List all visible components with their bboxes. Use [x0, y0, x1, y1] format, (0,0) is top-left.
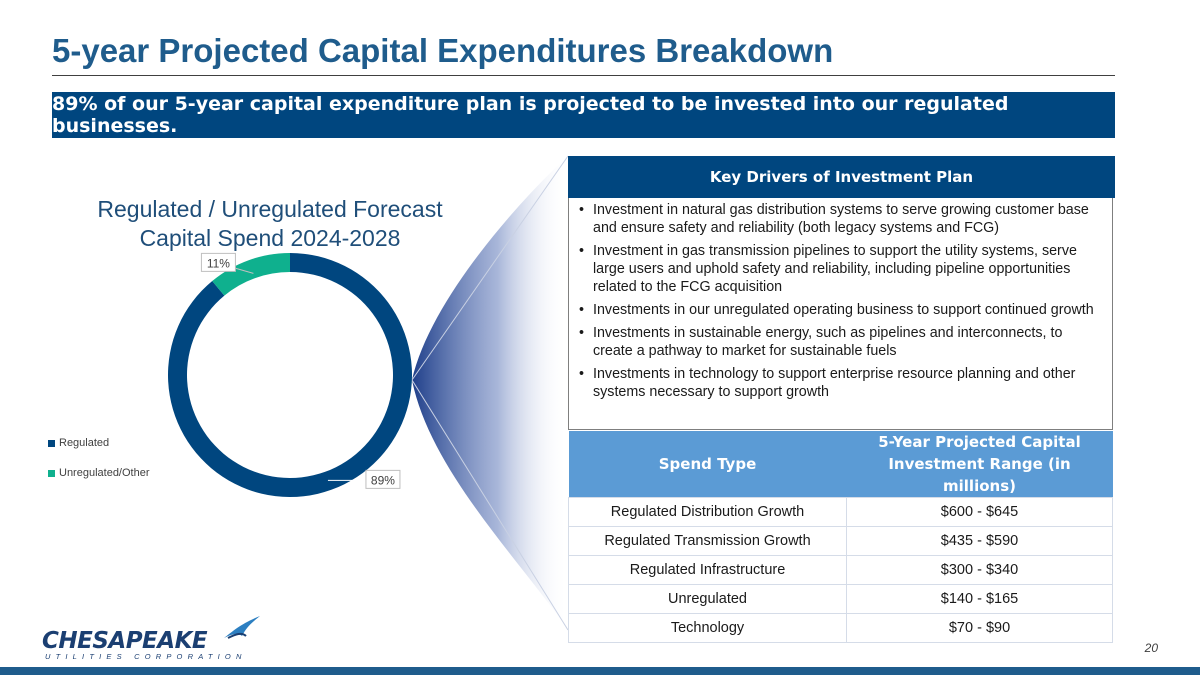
spend-type-cell: Regulated Infrastructure: [568, 555, 847, 585]
slice-unregulated: [212, 253, 290, 296]
spend-type-cell: Unregulated: [568, 584, 847, 614]
drivers-header: Key Drivers of Investment Plan: [568, 156, 1115, 198]
spend-range-cell: $70 - $90: [846, 613, 1113, 643]
driver-item: Investments in our unregulated operating…: [579, 301, 1100, 319]
spend-type-cell: Regulated Distribution Growth: [568, 497, 847, 527]
spend-range-cell: $435 - $590: [846, 526, 1113, 556]
chart-title: Regulated / Unregulated Forecast Capital…: [60, 195, 480, 253]
svg-text:89%: 89%: [371, 473, 395, 487]
spend-table-header-row: Spend Type 5-Year Projected Capital Inve…: [568, 431, 1113, 498]
legend-item-regulated: Regulated: [48, 437, 150, 449]
slide-title: 5-year Projected Capital Expenditures Br…: [52, 32, 834, 69]
spend-range-cell: $140 - $165: [846, 584, 1113, 614]
svg-text:11%: 11%: [207, 256, 230, 270]
chart-legend: Regulated Unregulated/Other: [48, 437, 150, 497]
driver-item: Investments in technology to support ent…: [579, 365, 1100, 401]
footer-bar: [0, 667, 1200, 675]
page-number: 20: [1144, 641, 1158, 655]
title-divider: [52, 75, 1115, 76]
drivers-panel: Investment in natural gas distribution s…: [568, 198, 1113, 430]
summary-banner: 89% of our 5-year capital expenditure pl…: [52, 92, 1115, 138]
table-row: Regulated Transmission Growth $435 - $59…: [568, 526, 1113, 556]
legend-item-unregulated: Unregulated/Other: [48, 467, 150, 479]
chart-title-line-2: Capital Spend 2024-2028: [139, 225, 401, 251]
company-logo: CHESAPEAKE UTILITIES CORPORATION: [42, 614, 262, 661]
header-investment-range: 5-Year Projected Capital Investment Rang…: [846, 431, 1113, 498]
data-label-unregulated: 11%: [200, 252, 236, 272]
spend-range-cell: $300 - $340: [846, 555, 1113, 585]
spend-table: Spend Type 5-Year Projected Capital Inve…: [568, 431, 1113, 643]
table-row: Unregulated $140 - $165: [568, 584, 1113, 614]
data-label-regulated: 89%: [365, 469, 401, 489]
chart-title-line-1: Regulated / Unregulated Forecast: [97, 196, 443, 222]
table-row: Regulated Infrastructure $300 - $340: [568, 555, 1113, 585]
header-spend-type: Spend Type: [568, 431, 847, 498]
legend-swatch-unregulated: [48, 469, 55, 477]
bird-icon: [224, 616, 260, 639]
donut-chart: 89% 11%: [167, 252, 412, 497]
driver-item: Investment in gas transmission pipelines…: [579, 242, 1100, 296]
logo-wordmark: CHESAPEAKE: [42, 628, 208, 654]
driver-item: Investments in sustainable energy, such …: [579, 324, 1100, 360]
slice-regulated: [167, 253, 412, 497]
legend-label-regulated: Regulated: [59, 437, 110, 449]
spend-range-cell: $600 - $645: [846, 497, 1113, 527]
spend-type-cell: Technology: [568, 613, 847, 643]
table-row: Technology $70 - $90: [568, 613, 1113, 643]
logo-tagline: UTILITIES CORPORATION: [45, 652, 247, 661]
drivers-list: Investment in natural gas distribution s…: [569, 198, 1112, 401]
legend-swatch-regulated: [48, 439, 55, 447]
driver-item: Investment in natural gas distribution s…: [579, 201, 1100, 237]
table-row: Regulated Distribution Growth $600 - $64…: [568, 497, 1113, 527]
spend-type-cell: Regulated Transmission Growth: [568, 526, 847, 556]
legend-label-unregulated: Unregulated/Other: [59, 467, 150, 479]
